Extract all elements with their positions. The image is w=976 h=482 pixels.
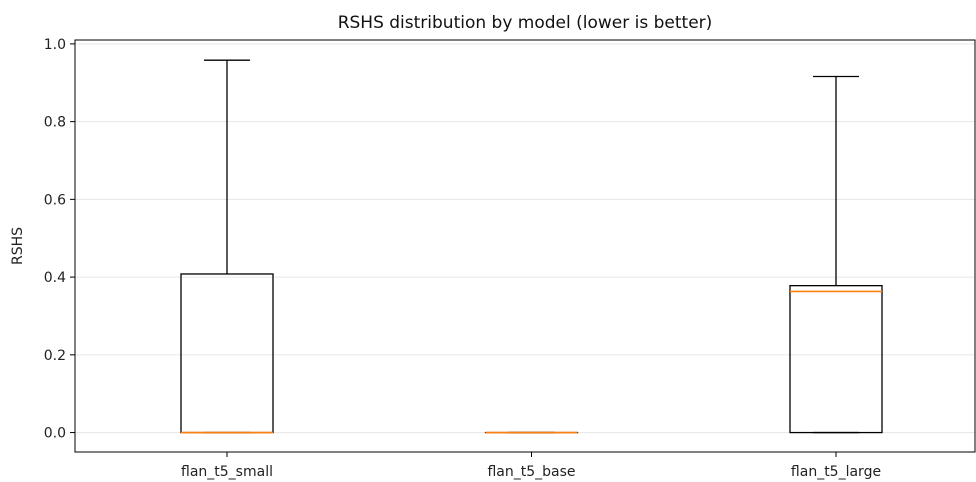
y-tick-label: 0.2: [44, 348, 66, 364]
y-axis-label: RSHS: [10, 227, 26, 265]
y-tick-label: 0.8: [44, 115, 66, 131]
x-axis-ticks: flan_t5_small flan_t5_base flan_t5_large: [181, 452, 881, 480]
y-tick-label: 0.6: [44, 192, 66, 208]
y-tick-label: 0.4: [44, 270, 66, 286]
box-flan_t5_large: [789, 75, 883, 434]
iqr-box: [180, 273, 274, 434]
plot-area-frame: [74, 39, 976, 453]
chart-title: RSHS distribution by model (lower is bet…: [338, 13, 713, 33]
y-axis-ticks: 0.0 0.2 0.4 0.6 0.8 1.0: [44, 37, 75, 442]
y-tick-label: 0.0: [44, 426, 66, 442]
x-tick-label: flan_t5_base: [487, 464, 575, 480]
x-tick-label: flan_t5_small: [181, 464, 273, 480]
box-flan_t5_small: [180, 59, 274, 434]
x-tick-label: flan_t5_large: [791, 464, 881, 480]
box-plot-series: [180, 59, 883, 434]
y-tick-label: 1.0: [44, 37, 66, 53]
grid-lines: [75, 43, 975, 434]
iqr-box: [789, 284, 883, 434]
